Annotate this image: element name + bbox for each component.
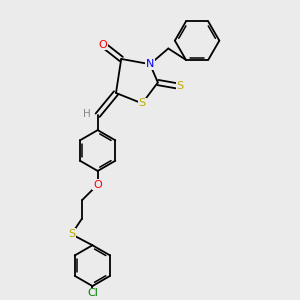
Text: Cl: Cl (87, 288, 98, 298)
Text: O: O (98, 40, 107, 50)
Text: N: N (146, 59, 154, 69)
Text: S: S (68, 229, 75, 239)
Text: O: O (93, 179, 102, 190)
Text: S: S (139, 98, 146, 108)
Text: H: H (83, 109, 91, 119)
Text: S: S (176, 81, 184, 92)
